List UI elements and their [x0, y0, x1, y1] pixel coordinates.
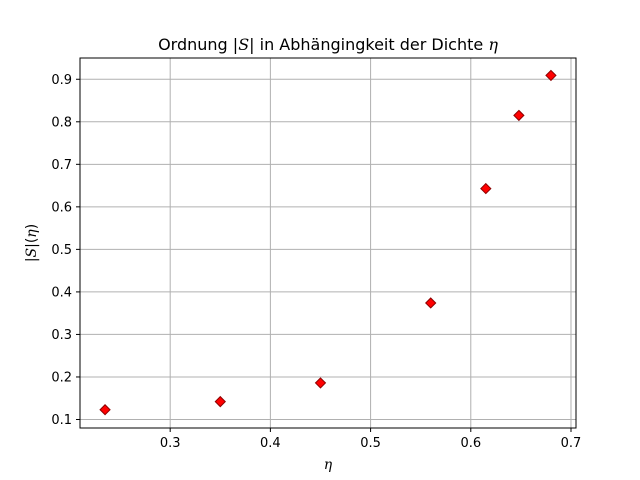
- y-tick-label: 0.8: [51, 115, 72, 130]
- data-point-marker: [214, 395, 226, 408]
- y-tick-label: 0.6: [51, 200, 72, 215]
- data-point-marker: [513, 109, 525, 122]
- data-point-marker: [480, 182, 492, 195]
- data-point-marker: [424, 297, 437, 309]
- x-tick-label: 0.4: [260, 436, 281, 451]
- x-tick-label: 0.5: [360, 436, 381, 451]
- y-tick-label: 0.3: [51, 328, 72, 343]
- y-tick-label: 0.5: [51, 243, 72, 258]
- x-axis-label: η: [324, 457, 333, 473]
- y-tick-label: 0.4: [51, 285, 72, 300]
- x-tick-label: 0.3: [160, 436, 181, 451]
- x-tick-label: 0.6: [460, 436, 481, 451]
- data-points: [99, 69, 557, 416]
- y-tick-label: 0.7: [51, 158, 72, 173]
- data-point-marker: [314, 377, 327, 389]
- x-axis-ticks: 0.3 0.4 0.5 0.6 0.7: [160, 428, 581, 451]
- data-point-marker: [545, 69, 557, 82]
- y-axis-label: |S|(η): [24, 224, 40, 262]
- x-tick-label: 0.7: [561, 436, 582, 451]
- y-tick-label: 0.1: [51, 413, 72, 428]
- y-tick-label: 0.9: [51, 73, 72, 88]
- chart-title: Ordnung |S| in Abhängingkeit der Dichte …: [158, 35, 498, 54]
- y-tick-label: 0.2: [51, 370, 72, 385]
- data-point-marker: [99, 404, 111, 416]
- plot-frame: [79, 57, 577, 429]
- grid-lines: [80, 58, 576, 428]
- y-axis-ticks: 0.1 0.2 0.3 0.4 0.5 0.6 0.7 0.8 0.9: [51, 73, 80, 428]
